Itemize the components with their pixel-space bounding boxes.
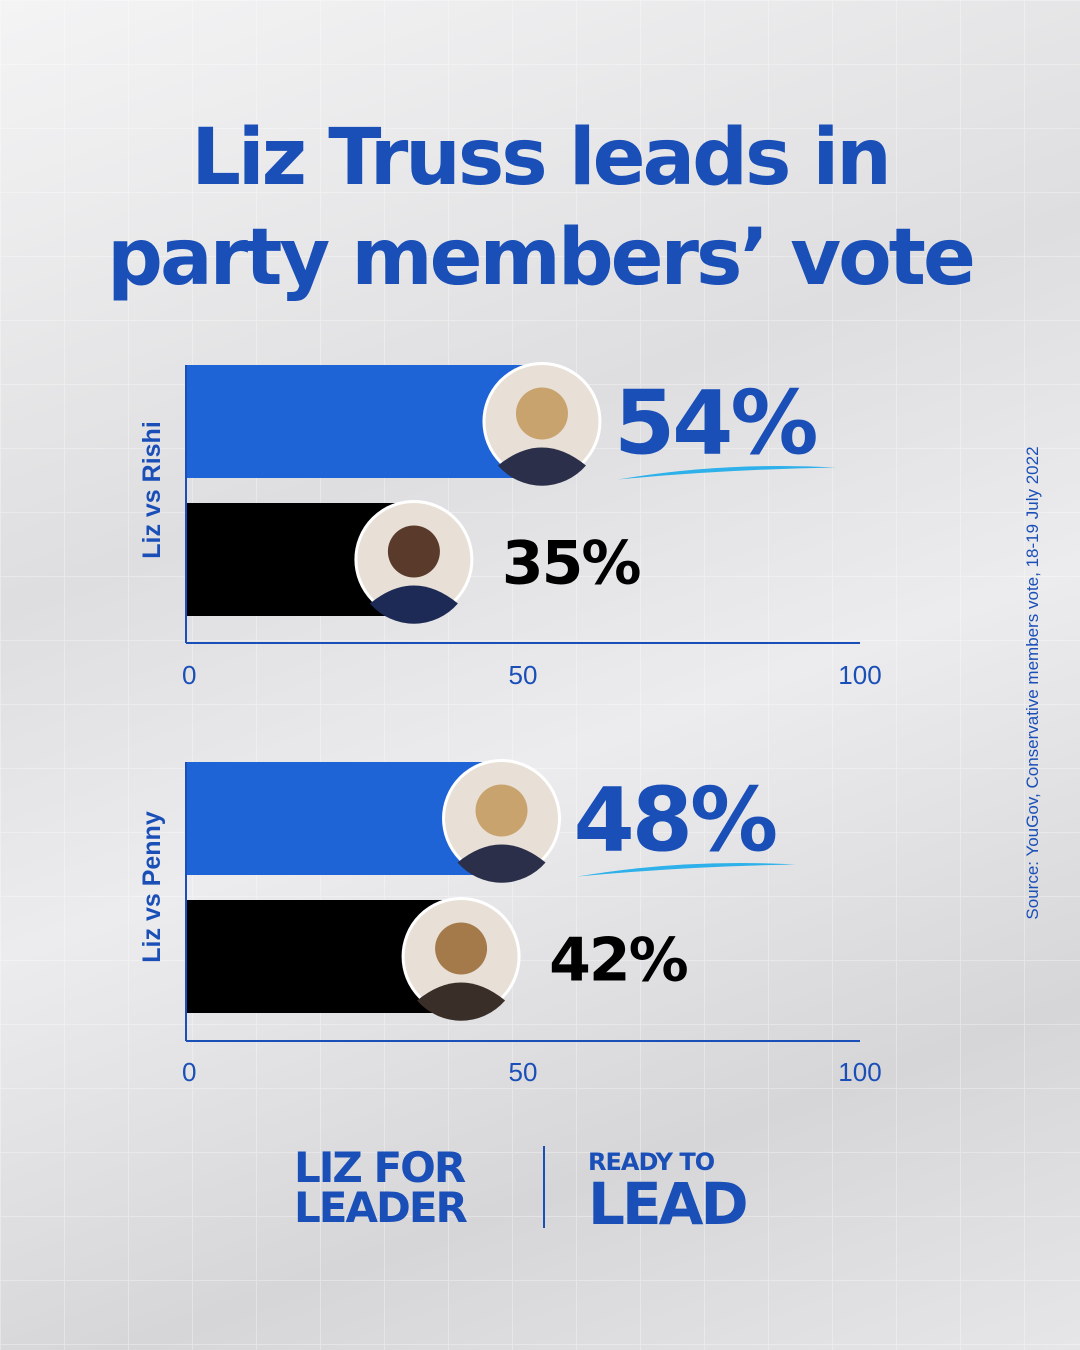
title-line-2: party members’ vote	[107, 213, 976, 303]
logo-right-line-1: READY TO	[588, 1148, 715, 1176]
group-label: Liz vs Penny	[138, 811, 166, 963]
avatar-face-penny	[435, 922, 488, 975]
tick-label: 0	[182, 660, 196, 690]
title-line-1: Liz Truss leads in	[191, 113, 892, 203]
page-title: Liz Truss leads in party members’ vote	[0, 108, 1080, 308]
avatar-face-liz	[515, 387, 568, 440]
tick-label: 100	[838, 660, 881, 690]
avatar-body-liz	[497, 447, 586, 486]
tick-label: 100	[838, 1057, 881, 1087]
underline-swoosh	[577, 863, 796, 877]
logo-divider	[543, 1146, 545, 1228]
value-label-liz: 54%	[614, 372, 816, 475]
group-label: Liz vs Rishi	[138, 421, 166, 559]
value-label-liz: 48%	[574, 769, 776, 872]
avatar-body-liz	[457, 844, 546, 883]
chart-panel-2: Liz vs Penny 48% 42% 0 50 100	[138, 759, 882, 1087]
underline-swoosh	[617, 466, 836, 480]
tick-label: 50	[509, 660, 538, 690]
avatar-body-rishi	[369, 585, 458, 624]
chart-panel-1: Liz vs Rishi 54% 35% 0 50 100	[138, 362, 882, 690]
value-label-penny: 42%	[549, 926, 687, 996]
logo-right-line-2: LEAD	[588, 1170, 749, 1238]
tick-label: 50	[509, 1057, 538, 1087]
ready-to-lead-logo: READY TO LEAD	[588, 1148, 749, 1238]
tick-label: 0	[182, 1057, 196, 1087]
value-label-rishi: 35%	[502, 529, 640, 599]
source-note: Source: YouGov, Conservative members vot…	[1023, 446, 1042, 920]
logo-left-line-1: LIZ FOR	[294, 1143, 466, 1192]
avatar-face-liz	[475, 784, 528, 837]
liz-for-leader-logo: LIZ FOR LEADER	[294, 1143, 468, 1232]
avatar-body-penny	[417, 982, 506, 1021]
logo-left-line-2: LEADER	[294, 1183, 468, 1232]
avatar-face-rishi	[387, 525, 440, 578]
